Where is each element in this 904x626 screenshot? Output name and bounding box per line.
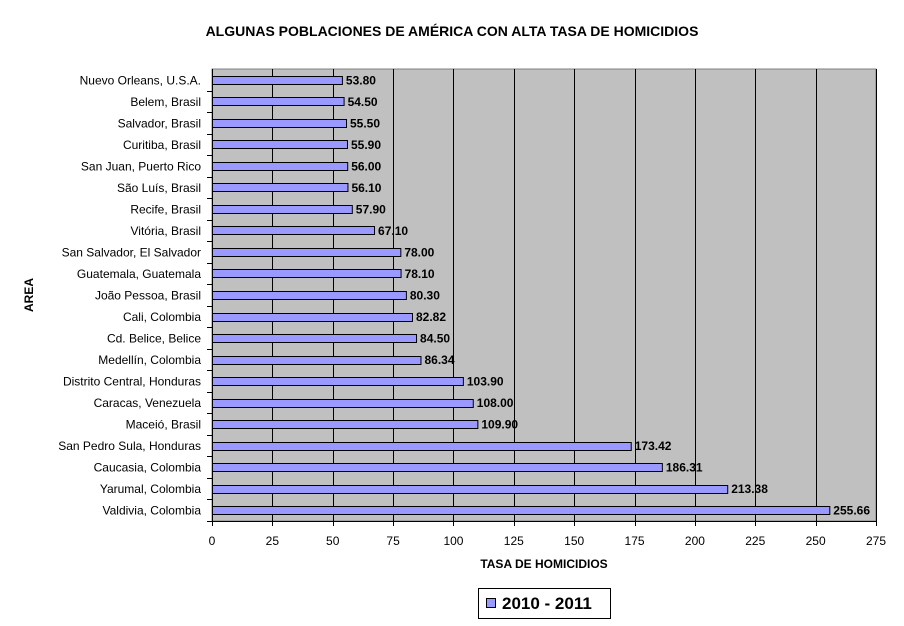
bar <box>212 183 349 192</box>
x-axis-title: TASA DE HOMICIDIOS <box>480 557 607 571</box>
data-label: 55.90 <box>351 138 381 152</box>
data-label: 86.34 <box>424 353 454 367</box>
category-label: Caucasia, Colombia <box>94 461 202 475</box>
bar <box>212 119 348 128</box>
data-label: 186.31 <box>666 461 703 475</box>
category-label: São Luís, Brasil <box>117 181 201 195</box>
bar <box>212 269 402 278</box>
x-tick-label: 25 <box>266 534 280 548</box>
bar <box>212 76 343 85</box>
bar <box>212 485 729 494</box>
category-label: Valdivia, Colombia <box>103 504 202 518</box>
category-label: Belem, Brasil <box>130 95 201 109</box>
bar <box>212 140 348 149</box>
bar <box>212 377 464 386</box>
bar <box>212 399 474 408</box>
x-tick-label: 0 <box>209 534 216 548</box>
category-label: San Juan, Puerto Rico <box>81 159 201 173</box>
x-tick-label: 225 <box>745 534 765 548</box>
category-label: Vitória, Brasil <box>131 224 201 238</box>
data-label: 78.10 <box>405 267 435 281</box>
category-label: Cali, Colombia <box>123 310 201 324</box>
data-label: 56.00 <box>351 159 381 173</box>
y-axis-title: AREA <box>22 278 36 312</box>
bar <box>212 463 663 472</box>
category-label: Yarumal, Colombia <box>100 482 201 496</box>
bar <box>212 162 349 171</box>
chart-title: ALGUNAS POBLACIONES DE AMÉRICA CON ALTA … <box>206 23 699 39</box>
category-label: Distrito Central, Honduras <box>63 375 201 389</box>
data-label: 173.42 <box>635 439 672 453</box>
bar <box>212 356 422 365</box>
data-label: 84.50 <box>420 332 450 346</box>
category-label: Medellín, Colombia <box>98 353 201 367</box>
category-label: Cd. Belice, Belice <box>107 332 201 346</box>
data-label: 109.90 <box>481 418 518 432</box>
data-label: 82.82 <box>416 310 446 324</box>
x-tick-label: 175 <box>625 534 645 548</box>
x-tick-label: 75 <box>386 534 400 548</box>
category-label: Caracas, Venezuela <box>94 396 202 410</box>
data-label: 53.80 <box>346 73 376 87</box>
bar <box>212 442 632 451</box>
bar <box>212 205 353 214</box>
category-label: Maceió, Brasil <box>126 418 201 432</box>
bar <box>212 291 407 300</box>
category-label: Recife, Brasil <box>130 202 201 216</box>
data-label: 108.00 <box>477 396 514 410</box>
data-label: 80.30 <box>410 289 440 303</box>
data-label: 213.38 <box>731 482 768 496</box>
data-label: 67.10 <box>378 224 408 238</box>
category-label: Curitiba, Brasil <box>123 138 201 152</box>
bar <box>212 420 479 429</box>
data-label: 55.50 <box>350 116 380 130</box>
data-label: 57.90 <box>356 202 386 216</box>
data-label: 54.50 <box>348 95 378 109</box>
x-tick-label: 250 <box>806 534 826 548</box>
bar <box>212 334 418 343</box>
category-label: João Pessoa, Brasil <box>95 289 201 303</box>
category-label: Guatemala, Guatemala <box>77 267 201 281</box>
x-tick-label: 200 <box>685 534 705 548</box>
data-label: 78.00 <box>404 245 434 259</box>
plot-area: 0 25 50 75 100 125 150 175 200 225 250 275 Nuevo Orl… <box>58 68 886 548</box>
category-label: San Pedro Sula, Honduras <box>58 439 201 453</box>
legend-box <box>478 588 611 619</box>
bar <box>212 226 376 235</box>
data-label: 255.66 <box>833 504 870 518</box>
category-label: Nuevo Orleans, U.S.A. <box>80 73 201 87</box>
legend: 2010 - 2011 <box>478 588 611 619</box>
x-tick-label: 125 <box>504 534 524 548</box>
x-tick-label: 150 <box>564 534 584 548</box>
bar <box>212 248 402 257</box>
bar <box>212 313 413 322</box>
legend-swatch <box>486 598 496 608</box>
x-tick-label: 275 <box>866 534 886 548</box>
bar <box>212 97 345 106</box>
category-label: San Salvador, El Salvador <box>62 245 201 259</box>
x-tick-label: 50 <box>326 534 340 548</box>
data-label: 56.10 <box>351 181 381 195</box>
legend-label: 2010 - 2011 <box>502 594 592 613</box>
bar <box>212 506 831 515</box>
x-tick-label: 100 <box>443 534 463 548</box>
data-label: 103.90 <box>467 375 504 389</box>
category-label: Salvador, Brasil <box>118 116 201 130</box>
